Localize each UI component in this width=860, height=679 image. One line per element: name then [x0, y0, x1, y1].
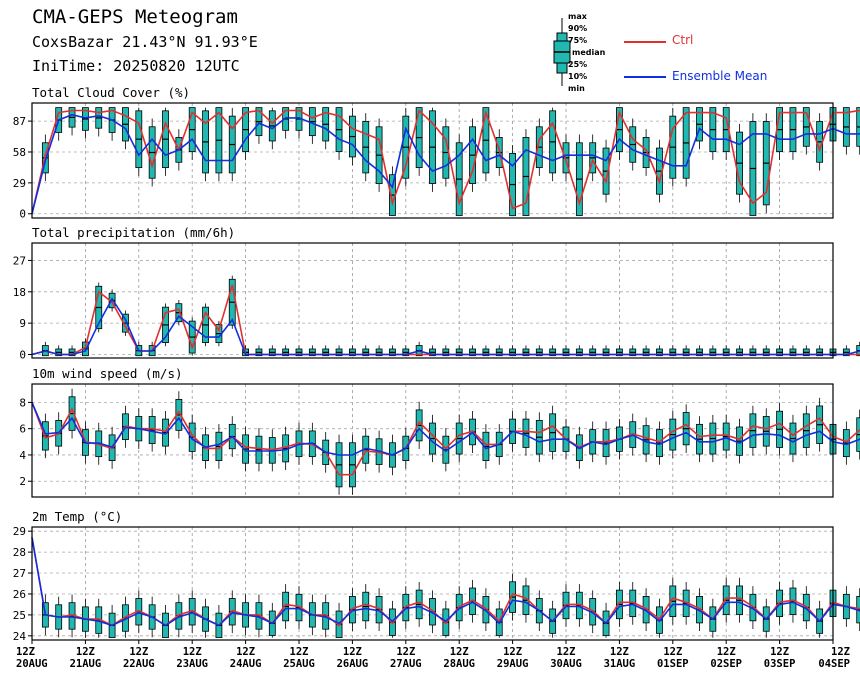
x-tick-hour: 12Z — [16, 646, 35, 658]
x-tick-hour: 12Z — [343, 646, 362, 658]
x-tick-date: 30AUG — [550, 658, 582, 670]
x-tick-hour: 12Z — [450, 646, 469, 658]
legend-p75-label: 75% — [568, 36, 588, 45]
series-ctrl-line — [31, 108, 860, 214]
y-tick-label: 6 — [19, 423, 26, 436]
y-tick-label: 0 — [19, 349, 26, 362]
y-tick-label: 2 — [19, 475, 26, 488]
x-tick-date: 24AUG — [230, 658, 262, 670]
x-tick-hour: 12Z — [770, 646, 789, 658]
y-tick-label: 18 — [13, 286, 26, 299]
legend-ctrl-line — [624, 41, 666, 43]
x-tick-hour: 12Z — [503, 646, 522, 658]
x-tick-hour: 12Z — [717, 646, 736, 658]
x-tick-date: 01SEP — [657, 658, 689, 670]
legend-p25-label: 25% — [568, 60, 588, 69]
y-tick-label: 27 — [13, 567, 26, 580]
x-tick-date: 22AUG — [123, 658, 155, 670]
panel-title: Total Cloud Cover (%) — [32, 85, 190, 100]
panel-frame — [31, 383, 834, 498]
legend-p90-label: 90% — [568, 24, 588, 33]
series-mean-line — [31, 113, 860, 214]
x-tick-date: 04SEP — [818, 658, 850, 670]
y-tick-label: 0 — [19, 208, 26, 221]
init-time-label: IniTime: 20250820 12UTC — [32, 57, 240, 75]
x-tick-hour: 12Z — [663, 646, 682, 658]
x-tick-hour: 12Z — [183, 646, 202, 658]
series-ctrl-line — [31, 537, 860, 627]
series-ctrl-line — [31, 284, 860, 356]
y-tick-label: 4 — [19, 449, 26, 462]
x-tick-hour: 12Z — [129, 646, 148, 658]
series-mean-line — [31, 297, 860, 356]
y-tick-label: 29 — [13, 177, 26, 190]
y-tick-label: 25 — [13, 609, 26, 622]
chart-title: CMA-GEPS Meteogram — [32, 6, 238, 28]
legend-max-label: max — [568, 12, 587, 21]
series-mean-line — [31, 537, 860, 627]
x-tick-date: 03SEP — [764, 658, 796, 670]
panel-frame — [31, 102, 834, 219]
panel-frame — [31, 526, 834, 641]
y-tick-label: 8 — [19, 396, 26, 409]
legend-min-label: min — [568, 84, 585, 93]
y-tick-label: 24 — [13, 630, 27, 643]
x-tick-date: 31AUG — [604, 658, 636, 670]
x-tick-hour: 12Z — [76, 646, 95, 658]
x-tick-date: 27AUG — [390, 658, 422, 670]
panel-title: 2m Temp (°C) — [32, 509, 122, 524]
x-tick-date: 28AUG — [443, 658, 475, 670]
y-tick-label: 28 — [13, 546, 26, 559]
x-tick-hour: 12Z — [557, 646, 576, 658]
legend-mean-label: Ensemble Mean — [672, 69, 768, 83]
series-mean-line — [31, 402, 860, 456]
panel-0: 0 29 58 87 Total Cloud Cover (%) — [13, 85, 860, 221]
panel-2: 2 4 6 8 10m wind speed (m/s) — [19, 366, 860, 498]
legend-p10-label: 10% — [568, 72, 588, 81]
x-tick-date: 26AUG — [337, 658, 369, 670]
x-tick-date: 20AUG — [16, 658, 48, 670]
legend-mean-line — [624, 76, 666, 78]
legend-ctrl-label: Ctrl — [672, 33, 694, 47]
series-ctrl-line — [31, 402, 860, 476]
x-tick-hour: 12Z — [610, 646, 629, 658]
legend-median-label: median — [572, 48, 606, 57]
panel-title: Total precipitation (mm/6h) — [32, 225, 235, 240]
y-tick-label: 9 — [19, 317, 26, 330]
x-tick-date: 23AUG — [176, 658, 208, 670]
x-tick-date: 25AUG — [283, 658, 315, 670]
panel-frame — [31, 242, 834, 359]
x-tick-hour: 12Z — [396, 646, 415, 658]
panel-3: 24 25 26 27 28 29 2m Temp (°C) — [13, 509, 860, 643]
y-tick-label: 29 — [13, 525, 26, 538]
x-tick-hour: 12Z — [236, 646, 255, 658]
y-tick-label: 27 — [13, 254, 26, 267]
x-tick-date: 29AUG — [497, 658, 529, 670]
station-label: CoxsBazar 21.43°N 91.93°E — [32, 33, 258, 51]
panel-title: 10m wind speed (m/s) — [32, 366, 183, 381]
legend-boxplot-glyph — [553, 18, 571, 86]
y-tick-label: 87 — [13, 115, 26, 128]
y-tick-label: 26 — [13, 588, 26, 601]
y-tick-label: 58 — [13, 146, 26, 159]
x-tick-hour: 12Z — [831, 646, 850, 658]
x-tick-date: 02SEP — [710, 658, 742, 670]
x-tick-date: 21AUG — [70, 658, 102, 670]
panel-1: 0 9 18 27 Total precipitation (mm/6h) — [13, 225, 860, 362]
x-tick-hour: 12Z — [290, 646, 309, 658]
